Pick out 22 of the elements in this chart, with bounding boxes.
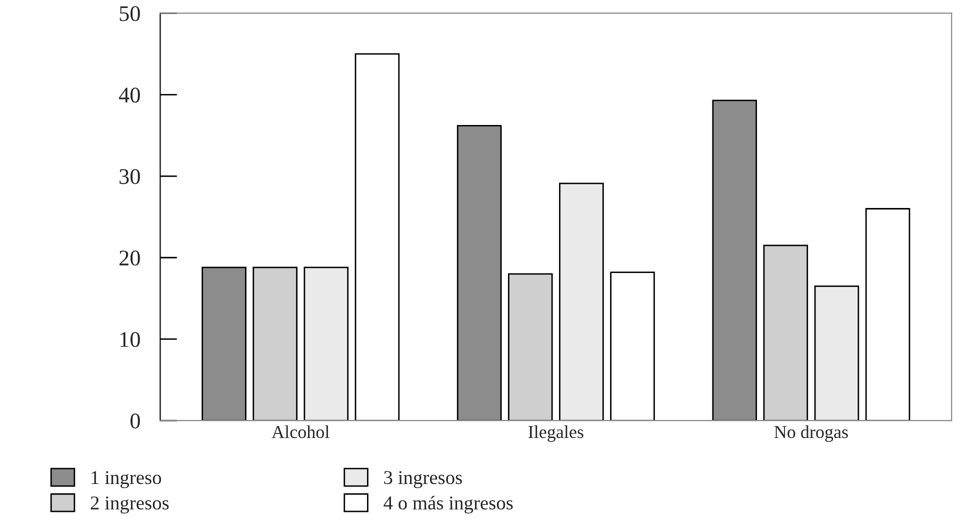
legend-label: 2 ingresos xyxy=(90,496,169,514)
bar xyxy=(304,266,349,421)
legend-label: 1 ingreso xyxy=(92,471,162,488)
y-tick-label: 10 xyxy=(120,332,140,348)
bar xyxy=(814,285,860,421)
x-tick-label: Ilegales xyxy=(528,425,584,442)
bar xyxy=(610,272,655,421)
bar xyxy=(508,273,553,421)
bar xyxy=(763,244,808,421)
y-tick-label: 30 xyxy=(120,169,140,184)
legend-label: 3 ingresos xyxy=(384,471,462,488)
bar xyxy=(559,182,604,421)
legend-label: 4 o más ingresos xyxy=(384,496,513,514)
bar xyxy=(252,266,298,421)
y-tick-label: 0 xyxy=(130,413,140,428)
y-tick-label: 40 xyxy=(118,88,140,103)
bar xyxy=(354,53,400,421)
y-tick-label: 50 xyxy=(120,6,140,22)
y-tick-label: 20 xyxy=(120,250,140,266)
bar xyxy=(865,208,910,421)
x-tick-label: Alcohol xyxy=(272,425,330,438)
x-tick-label: No drogas xyxy=(774,425,848,442)
